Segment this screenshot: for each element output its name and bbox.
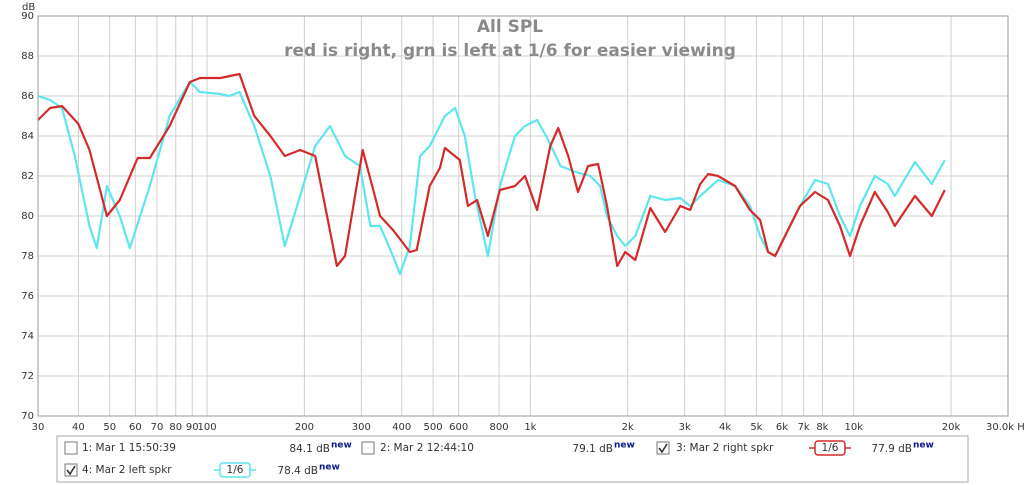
y-tick-label: 84 (21, 131, 34, 142)
checkmark (658, 443, 668, 454)
new-badge: new (614, 441, 635, 451)
new-badge: new (331, 441, 352, 451)
level-value: 84.1 dB (289, 443, 330, 455)
measurement-name: 1: Mar 1 15:50:39 (82, 442, 176, 454)
x-tick-label: 7k (798, 422, 810, 433)
plot-frame (37, 15, 1009, 417)
measurement-name: 2: Mar 2 12:44:10 (380, 442, 474, 454)
y-tick-label: 90 (21, 11, 34, 22)
y-tick-label: 86 (21, 91, 34, 102)
x-tick-label: 30 (32, 422, 45, 433)
y-tick-label: 72 (21, 371, 34, 382)
checkmark (66, 465, 76, 476)
y-axis-label: dB (22, 2, 35, 13)
chart-title: All SPL (477, 17, 543, 37)
y-tick-label: 78 (21, 251, 34, 262)
x-tick-label: 60 (129, 422, 142, 433)
x-tick-label: 1k (524, 422, 536, 433)
x-tick-label: 800 (490, 422, 509, 433)
checkbox[interactable] (361, 441, 375, 455)
x-tick-label: 6k (776, 422, 788, 433)
smoothing-label: 1/6 (822, 442, 839, 454)
x-tick-label: 70 (151, 422, 164, 433)
checkbox[interactable] (64, 463, 78, 477)
y-tick-label: 82 (21, 171, 34, 182)
level-value: 77.9 dB (871, 443, 912, 455)
x-tick-label: 40 (72, 422, 85, 433)
smoothing-label: 1/6 (227, 464, 244, 476)
x-tick-label: 5k (750, 422, 762, 433)
checkbox[interactable] (656, 441, 670, 455)
y-tick-label: 74 (21, 331, 34, 342)
x-tick-label: 10k (844, 422, 863, 433)
level-value: 79.1 dB (572, 443, 613, 455)
measurement-name: 4: Mar 2 left spkr (82, 464, 172, 476)
x-tick-label: 400 (392, 422, 411, 433)
x-tick-label: 80 (169, 422, 182, 433)
x-tick-label: 3k (679, 422, 691, 433)
new-badge: new (913, 441, 934, 451)
x-tick-label: 2k (622, 422, 634, 433)
x-tick-label: 100 (198, 422, 217, 433)
y-tick-label: 80 (21, 211, 34, 222)
x-tick-label: 200 (295, 422, 314, 433)
x-tick-label: 600 (449, 422, 468, 433)
checkbox[interactable] (64, 441, 78, 455)
y-tick-label: 70 (21, 411, 34, 422)
series-line (37, 72, 946, 268)
x-tick-label: 30.0k Hz (986, 422, 1024, 433)
measurement-name: 3: Mar 2 right spkr (676, 442, 774, 454)
level-value: 78.4 dB (277, 465, 318, 477)
x-tick-label: 90 (186, 422, 199, 433)
x-tick-label: 500 (424, 422, 443, 433)
new-badge: new (319, 463, 340, 473)
x-tick-label: 300 (352, 422, 371, 433)
x-tick-label: 50 (103, 422, 116, 433)
x-tick-label: 20k (942, 422, 961, 433)
y-tick-label: 88 (21, 51, 34, 62)
y-tick-label: 76 (21, 291, 34, 302)
x-tick-label: 4k (719, 422, 731, 433)
chart-subtitle: red is right, grn is left at 1/6 for eas… (284, 41, 736, 61)
x-tick-label: 8k (816, 422, 828, 433)
